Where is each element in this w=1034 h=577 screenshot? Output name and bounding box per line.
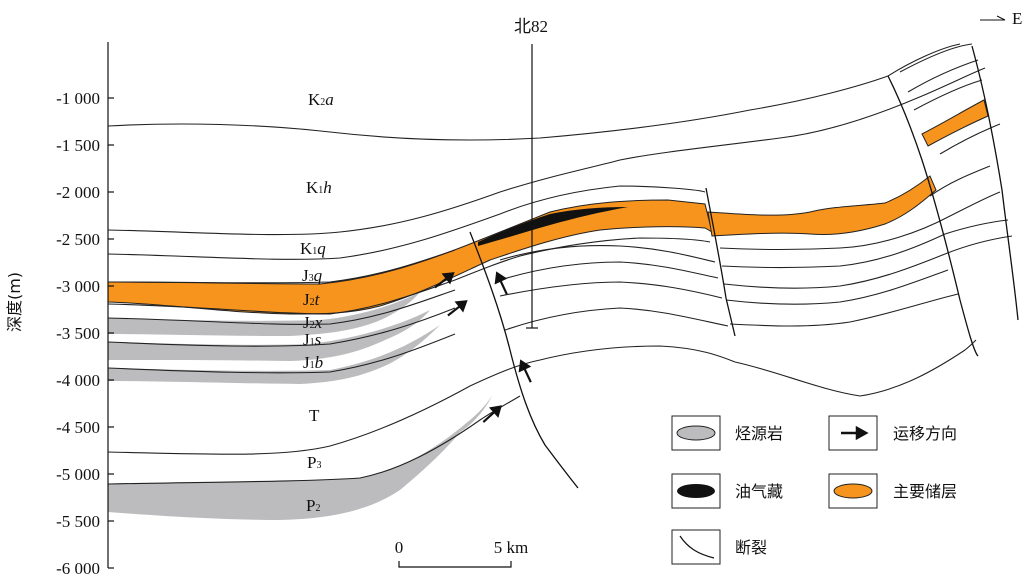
fault-middle <box>705 187 736 337</box>
direction-arrow-head <box>996 15 1006 21</box>
y-tick-label: -4 000 <box>56 371 100 390</box>
stratum-label: K2a <box>308 90 334 109</box>
stratum-label: P2 <box>306 496 320 515</box>
fault-right <box>887 75 979 357</box>
migration-arrow <box>447 300 468 317</box>
legend-label-migration: 运移方向 <box>893 424 957 443</box>
migration-arrow <box>434 272 455 289</box>
y-tick-label: -5 000 <box>56 465 100 484</box>
oil-gas-reservoir <box>478 207 628 246</box>
stratum-label: T <box>309 406 320 425</box>
migration-arrow <box>482 405 502 423</box>
legend-label-reservoir: 油气藏 <box>735 482 783 501</box>
y-tick-label: -3 500 <box>56 324 100 343</box>
source-rock-p2 <box>108 396 492 520</box>
direction-label: E <box>1012 9 1022 28</box>
y-tick-label: -5 500 <box>56 512 100 531</box>
fault-left <box>469 231 579 489</box>
legend-label-main-reservoir: 主要储层 <box>893 482 957 501</box>
legend-item-reservoir: 油气藏 <box>671 473 783 509</box>
faults <box>469 45 1019 489</box>
legend-item-main-reservoir: 主要储层 <box>828 473 957 509</box>
y-tick-label: -2 000 <box>56 183 100 202</box>
y-tick-label: -1 500 <box>56 136 100 155</box>
migration-arrows <box>434 271 532 423</box>
stratum-labels: K2a K1h K1q J3q J2t J2x J1s J1b T P3 P2 <box>300 90 334 515</box>
stratum-label: J3q <box>302 266 323 285</box>
legend-item-fault: 断裂 <box>671 529 767 565</box>
migration-arrow <box>494 271 508 295</box>
stratum-label: P3 <box>307 453 321 472</box>
source-rock-j2x <box>108 292 420 336</box>
y-tick-label: -1 000 <box>56 89 100 108</box>
stratum-label: J2t <box>303 290 321 309</box>
y-tick-label: -3 000 <box>56 277 100 296</box>
main-reservoir-layers <box>107 99 989 315</box>
legend-label-fault: 断裂 <box>735 538 767 557</box>
y-axis-title: 深度(m) <box>5 272 24 332</box>
horizon-lines <box>107 43 1013 485</box>
well-label: 北82 <box>514 17 548 36</box>
legend: 烃源岩 运移方向 油气藏 主要储层 断裂 <box>671 415 957 565</box>
y-tick-label: -4 500 <box>56 418 100 437</box>
scale-end-label: 5 km <box>494 538 528 557</box>
y-tick-label: -6 000 <box>56 559 100 577</box>
legend-item-source-rock: 烃源岩 <box>671 415 783 451</box>
scale-start-label: 0 <box>395 538 404 557</box>
scale-bar: 0 5 km <box>395 538 528 568</box>
stratum-label: J1b <box>303 353 323 372</box>
migration-arrow <box>518 359 532 383</box>
oil-gas-swatch-icon <box>677 484 715 498</box>
y-tick-label: -2 500 <box>56 230 100 249</box>
legend-label-source-rock: 烃源岩 <box>735 424 783 443</box>
migration-arrow-icon <box>841 425 869 441</box>
stratum-label: J2x <box>303 313 323 332</box>
source-rock-j1s <box>108 310 430 361</box>
stratum-label: K1h <box>306 178 332 197</box>
stratum-label: K1q <box>300 239 326 258</box>
source-rock-bands <box>108 292 492 520</box>
source-rock-swatch-icon <box>676 425 716 441</box>
y-axis: -1 000 -1 500 -2 000 -2 500 -3 000 -3 50… <box>5 42 114 577</box>
source-rock-j1b <box>108 325 440 384</box>
main-reservoir-swatch-icon <box>833 483 873 499</box>
reservoir-j2t-middle <box>707 175 937 237</box>
reservoir-j2t-right <box>921 99 989 147</box>
legend-item-migration: 运移方向 <box>828 415 957 451</box>
fault-far-right <box>971 45 1019 321</box>
fault-swatch-icon <box>679 535 715 559</box>
stratum-label: J1s <box>303 330 322 349</box>
